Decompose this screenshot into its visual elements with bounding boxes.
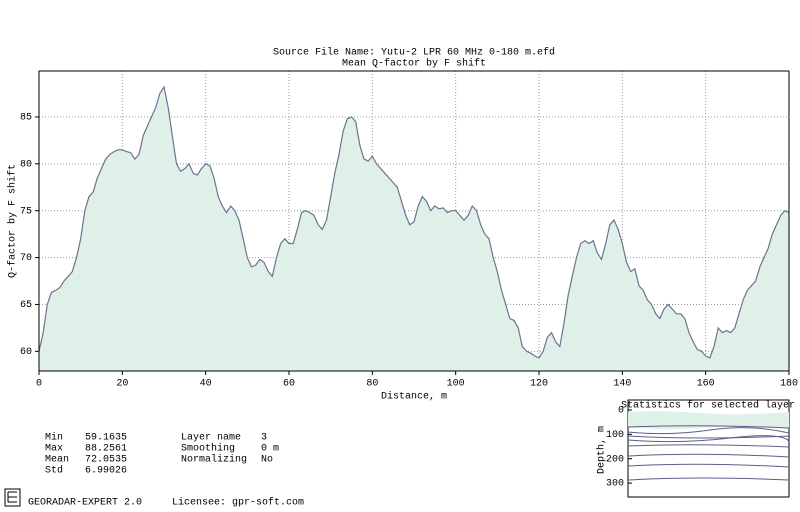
inset-y-label: Depth, m [596, 426, 608, 474]
x-tick-label: 140 [613, 379, 631, 390]
product-name: GEORADAR-EXPERT 2.0 [28, 498, 142, 509]
stat-label: Min [45, 432, 63, 444]
area-fill [39, 86, 789, 372]
x-tick-label: 80 [366, 379, 378, 390]
stat-label: Mean [45, 455, 69, 466]
inset-y-tick-label: 0 [618, 406, 624, 417]
x-tick-label: 60 [283, 379, 295, 390]
stats: Min 59.1635 Max 88.2561 Mean 72.0535 Std 6.9902… [45, 432, 279, 477]
inset-y-tick-label: 300 [606, 479, 624, 490]
y-tick-label: 60 [20, 347, 32, 358]
chart-title: Source File Name: Yutu-2 LPR 60 MHz 0-18… [273, 47, 555, 59]
y-axis-label: Q-factor by F shift [7, 164, 19, 278]
stat-value: 59.1635 [85, 433, 127, 444]
licensee: Licensee: gpr-soft.com [172, 497, 304, 509]
x-tick-label: 20 [116, 379, 128, 390]
stat-value: 0 m [261, 444, 279, 455]
stat-label: Max [45, 444, 63, 455]
inset-title: Statistics for selected layer [621, 400, 795, 412]
stat-label: Smoothing [181, 443, 235, 455]
stat-value: 72.0535 [85, 455, 127, 466]
x-tick-label: 40 [200, 379, 212, 390]
inset-layers [627, 425, 790, 481]
inset-y-tick-label: 200 [606, 454, 624, 465]
x-tick-label: 0 [36, 379, 42, 390]
y-tick-label: 75 [20, 206, 32, 217]
line [38, 85, 790, 359]
stat-value: 3 [261, 433, 267, 444]
y-tick-label: 65 [20, 300, 32, 311]
stat-value: 6.99026 [85, 466, 127, 477]
stat-value: No [261, 455, 273, 466]
x-tick-label: 180 [780, 379, 798, 390]
chart-subtitle: Mean Q-factor by F shift [342, 58, 486, 70]
x-tick-label: 160 [697, 379, 715, 390]
plot-frame [38, 70, 790, 372]
stat-value: 88.2561 [85, 444, 127, 455]
logo [4, 488, 21, 507]
inset-y-tick-label: 100 [606, 430, 624, 441]
stat-label: Normalizing [181, 454, 247, 466]
inset: Statistics for selected layer Depth, m 0… [596, 399, 795, 498]
y-tick-label: 80 [20, 159, 32, 170]
inset-fill [628, 411, 789, 430]
plot: 60 65 70 75 80 85 0 20 40 60 80 100 120 140 160 180 [20, 70, 798, 390]
x-tick-label: 120 [530, 379, 548, 390]
y-tick-label: 85 [20, 113, 32, 124]
y-tick-label: 70 [20, 253, 32, 264]
x-axis-label: Distance, m [381, 391, 447, 403]
stat-label: Layer name [181, 433, 241, 444]
x-tick-label: 100 [447, 379, 465, 390]
stat-label: Std [45, 465, 63, 477]
